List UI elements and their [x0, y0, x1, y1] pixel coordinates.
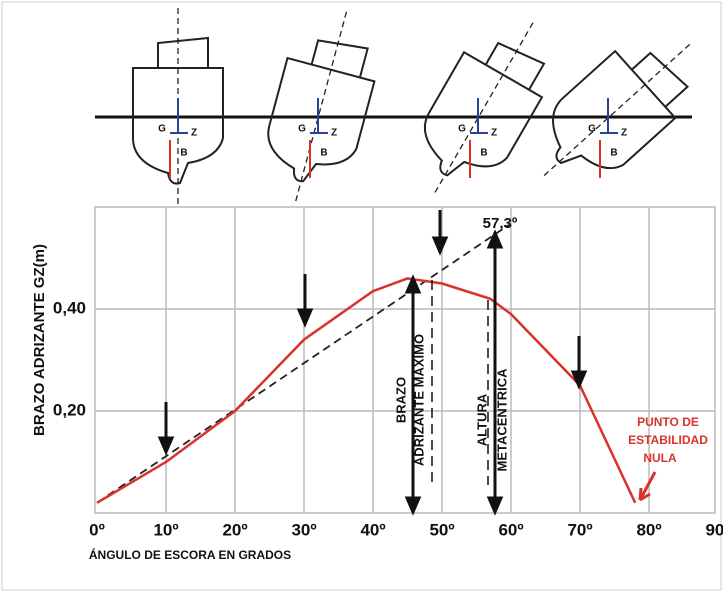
annotation: PUNTO DE	[637, 415, 699, 429]
x-tick-label: 50º	[429, 520, 454, 539]
x-tick-label: 10º	[153, 520, 178, 539]
y-axis-label: BRAZO ADRIZANTE GZ(m)	[31, 244, 48, 436]
point-label: G	[298, 124, 306, 135]
pointer	[640, 472, 655, 500]
ship-diagram: G ZB	[251, 0, 390, 216]
page: {"chart_data":{"type":"line", "x":[0,10,…	[0, 0, 723, 592]
point-label: B	[610, 148, 617, 159]
hull	[251, 0, 390, 216]
annotation: METACÉNTRICA	[494, 368, 509, 472]
hull-outline	[406, 52, 542, 197]
gz-curve	[97, 278, 635, 502]
x-tick-label: 80º	[636, 520, 661, 539]
point-label: Z	[331, 128, 337, 139]
annotation: NULA	[643, 451, 677, 465]
annotation: ALTURA	[474, 393, 489, 446]
point-label: Z	[191, 128, 197, 139]
annotation: 57,3º	[483, 215, 518, 232]
hull	[511, 11, 720, 212]
point-label: Z	[621, 128, 627, 139]
chart: GZBGZBGZBGZB 0º10º20º30º40º50º60º70º80º9…	[0, 0, 723, 592]
x-axis-label: ÁNGULO DE ESCORA EN GRADOS	[89, 547, 291, 562]
x-tick-label: 70º	[567, 520, 592, 539]
point-label: Z	[491, 128, 497, 139]
x-tick-label: 30º	[291, 520, 316, 539]
centerline	[433, 23, 533, 196]
x-tick-label: 60º	[498, 520, 523, 539]
ship-diagram: G ZB	[394, 0, 572, 218]
point-label: B	[320, 148, 327, 159]
ship-diagram: G ZB	[511, 11, 720, 212]
ship-diagram: G ZB	[133, 8, 223, 208]
x-tick-label: 40º	[360, 520, 385, 539]
point-label: G	[458, 124, 466, 135]
point-label: G	[588, 124, 596, 135]
point-label: B	[480, 148, 487, 159]
hull-outline	[258, 58, 375, 193]
x-tick-label: 0º	[89, 520, 105, 539]
point-label: G	[158, 124, 166, 135]
annotation: ADRIZANTE MÁXIMO	[411, 334, 426, 466]
x-tick-label: 90º	[705, 520, 723, 539]
y-tick-label: 0,20	[53, 400, 86, 419]
superstructure	[158, 38, 208, 68]
tangent-line	[97, 225, 509, 503]
frame	[2, 2, 721, 590]
annotation: BRAZO	[393, 377, 408, 423]
plot-area	[95, 207, 715, 513]
annotation: ESTABILIDAD	[628, 433, 708, 447]
hull	[394, 0, 572, 218]
point-label: B	[180, 148, 187, 159]
y-tick-label: 0,40	[53, 298, 86, 317]
x-tick-label: 20º	[222, 520, 247, 539]
hull-outline	[529, 51, 675, 195]
